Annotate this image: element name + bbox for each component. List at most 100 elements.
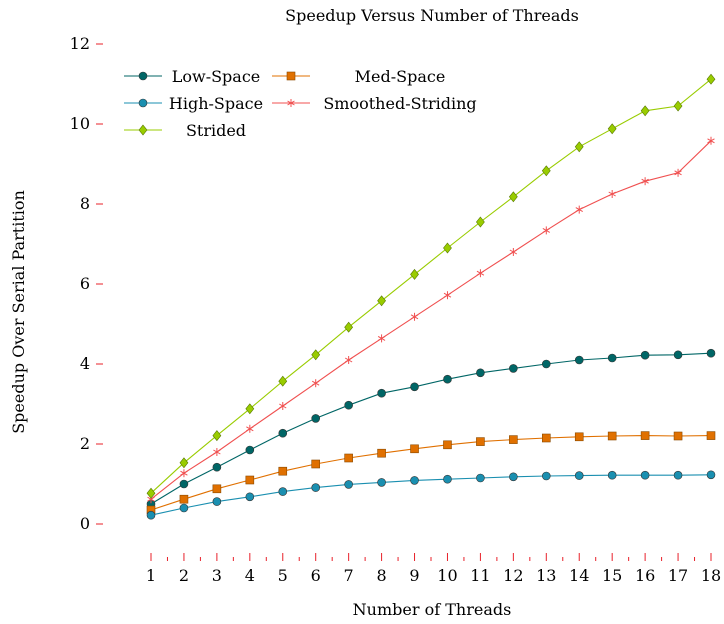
data-point (673, 350, 683, 360)
y-axis: 0 2 4 6 8 10 12 (70, 34, 103, 533)
data-point (344, 321, 354, 333)
data-point (311, 414, 321, 423)
x-tick-label: 4 (245, 566, 255, 585)
x-tick-label: 8 (376, 566, 386, 585)
star-stroke (476, 270, 485, 276)
data-point (707, 136, 715, 145)
x-tick-label: 10 (437, 566, 457, 585)
star-stroke (344, 357, 353, 363)
data-point (410, 444, 419, 454)
star-stroke (575, 207, 583, 213)
x-tick-label: 7 (344, 566, 354, 585)
data-point (476, 437, 485, 446)
series-layer (146, 73, 716, 520)
star-stroke (279, 403, 287, 409)
legend-item-smoothed-striding: Smoothed-Striding (272, 94, 477, 113)
chart-title: Speedup Versus Number of Threads (285, 6, 579, 25)
data-point (542, 226, 551, 235)
x-tick-label: 18 (701, 566, 721, 585)
star-stroke (641, 178, 649, 184)
legend-item-high-space: High-Space (124, 94, 263, 113)
data-point (607, 353, 617, 363)
data-point (607, 431, 617, 441)
data-point (706, 431, 716, 440)
data-point (607, 123, 617, 135)
data-point (179, 503, 189, 513)
data-point (476, 368, 485, 378)
data-point (311, 459, 321, 469)
data-point (673, 100, 683, 112)
data-point (476, 473, 485, 483)
legend-label: Low-Space (172, 67, 261, 86)
series-line (150, 474, 712, 516)
data-point (212, 497, 222, 506)
data-point (344, 453, 353, 463)
y-axis-label: Speedup Over Serial Partition (9, 190, 28, 434)
data-point (377, 478, 386, 487)
x-tick-label: 11 (470, 566, 490, 585)
data-point (245, 475, 255, 485)
legend-item-med-space: Med-Space (272, 67, 445, 86)
data-point (706, 73, 716, 85)
data-point (541, 433, 551, 443)
data-point (640, 431, 650, 440)
data-point (179, 494, 189, 504)
x-axis-label: Number of Threads (353, 600, 512, 619)
series-strided (146, 73, 716, 499)
series-low-space (146, 348, 716, 509)
data-point (278, 428, 288, 438)
star-stroke (147, 496, 155, 502)
data-point (212, 462, 222, 472)
data-point (608, 190, 616, 198)
data-point (541, 165, 551, 177)
series-med-space (146, 431, 716, 515)
data-point (146, 487, 156, 499)
data-point (377, 295, 386, 307)
legend-label: Strided (186, 121, 246, 140)
series-smoothed-striding (147, 136, 715, 504)
data-point (410, 382, 419, 392)
data-point (641, 177, 649, 186)
x-tick-label: 13 (536, 566, 556, 585)
data-point (443, 440, 452, 450)
y-tick-label: 12 (70, 34, 90, 53)
data-point (213, 448, 221, 456)
x-tick-label: 17 (668, 566, 688, 585)
data-point (410, 476, 419, 485)
data-point (509, 472, 518, 482)
star-stroke (707, 138, 715, 144)
data-point (344, 356, 353, 364)
data-point (574, 355, 584, 365)
series-line (150, 140, 712, 500)
legend: Low-Space Med-Space High-Space Smoothed-Str… (124, 67, 477, 140)
legend-label: High-Space (169, 94, 263, 113)
data-point (607, 470, 617, 480)
y-tick-label: 2 (80, 434, 90, 453)
data-point (673, 470, 683, 480)
star-stroke (246, 426, 254, 432)
star-stroke (509, 249, 518, 255)
x-tick-label: 6 (311, 566, 321, 585)
data-point (509, 364, 518, 373)
data-point (311, 483, 321, 492)
data-point (541, 359, 551, 369)
star-stroke (311, 380, 320, 386)
data-point (443, 474, 452, 484)
y-tick-label: 0 (80, 514, 90, 533)
data-point (179, 457, 189, 469)
data-point (180, 469, 188, 478)
data-point (574, 141, 584, 153)
data-point (443, 242, 452, 254)
y-tick-label: 8 (80, 194, 90, 213)
data-point (574, 471, 584, 480)
star-stroke (542, 227, 551, 233)
x-tick-label: 15 (602, 566, 622, 585)
x-tick-label: 12 (503, 566, 523, 585)
data-point (179, 479, 189, 489)
data-point (377, 334, 386, 343)
star-stroke (180, 470, 188, 476)
data-point (311, 379, 320, 388)
data-point (640, 350, 650, 360)
data-point (344, 480, 353, 489)
data-point (674, 168, 682, 177)
